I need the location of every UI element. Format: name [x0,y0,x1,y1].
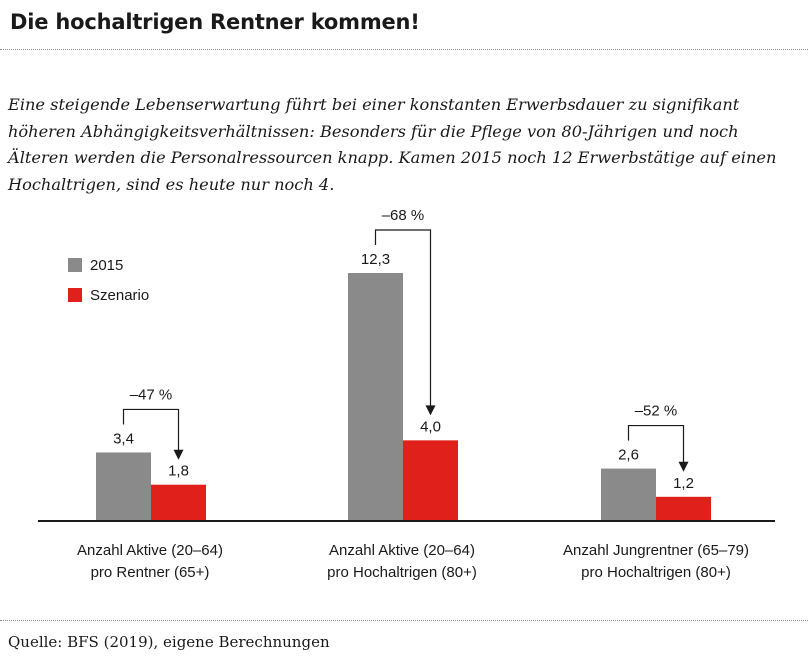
change-label-2: –68 % [382,207,425,224]
category-label-2-line1: Anzahl Aktive (20–64) [329,542,475,559]
data-label-szenario-2: 4,0 [420,418,441,435]
data-label-2015-3: 2,6 [618,447,639,464]
bar-szenario-1 [151,484,206,521]
data-label-2015-1: 3,4 [113,430,134,447]
data-label-szenario-1: 1,8 [168,463,189,480]
bar-2015-3 [601,468,656,521]
change-annotations: –47 % –68 % –52 % [122,207,689,472]
lead-text: Eine steigende Lebenserwartung führt bei… [8,95,777,194]
bar-szenario-2 [403,440,458,521]
legend-swatch-2 [68,288,82,302]
category-label-3-line1: Anzahl Jungrentner (65–79) [563,542,749,559]
change-bracket-1 [122,408,180,452]
legend-label-2: Szenario [90,287,149,304]
category-label-2: Anzahl Aktive (20–64) pro Hochaltrigen (… [272,540,532,584]
bottom-divider [0,620,808,621]
change-label-1: –47 % [130,386,173,403]
category-label-3: Anzahl Jungrentner (65–79) pro Hochaltri… [526,540,786,584]
category-label-1: Anzahl Aktive (20–64) pro Rentner (65+) [20,540,280,584]
chart-title: Die hochaltrigen Rentner kommen! [10,10,420,34]
bars: 3,4 1,8 12,3 4,0 2,6 1,2 [96,251,711,521]
legend-swatch-1 [68,258,82,272]
change-arrowhead-2 [425,405,436,416]
data-label-szenario-3: 1,2 [673,475,694,492]
change-bracket-3 [627,424,685,464]
bar-chart: 2015 Szenario 3,4 1,8 12,3 4,0 2,6 1,2 –47 % –6… [38,207,775,522]
source-note: Quelle: BFS (2019), eigene Berechnungen [8,633,330,651]
bar-szenario-3 [656,496,711,521]
top-divider [0,49,808,50]
category-label-1-line2: pro Rentner (65+) [90,564,210,581]
data-label-2015-2: 12,3 [361,251,390,268]
category-label-2-line2: pro Hochaltrigen (80+) [327,564,477,581]
category-label-3-line2: pro Hochaltrigen (80+) [581,564,731,581]
legend-label-1: 2015 [90,257,123,274]
change-arrowhead-3 [678,461,689,472]
bar-2015-1 [96,452,151,521]
change-bracket-2 [374,229,432,408]
bar-2015-2 [348,273,403,521]
category-label-1-line1: Anzahl Aktive (20–64) [77,542,223,559]
change-arrowhead-1 [173,449,184,460]
change-label-3: –52 % [635,403,678,420]
legend: 2015 Szenario [68,257,149,304]
